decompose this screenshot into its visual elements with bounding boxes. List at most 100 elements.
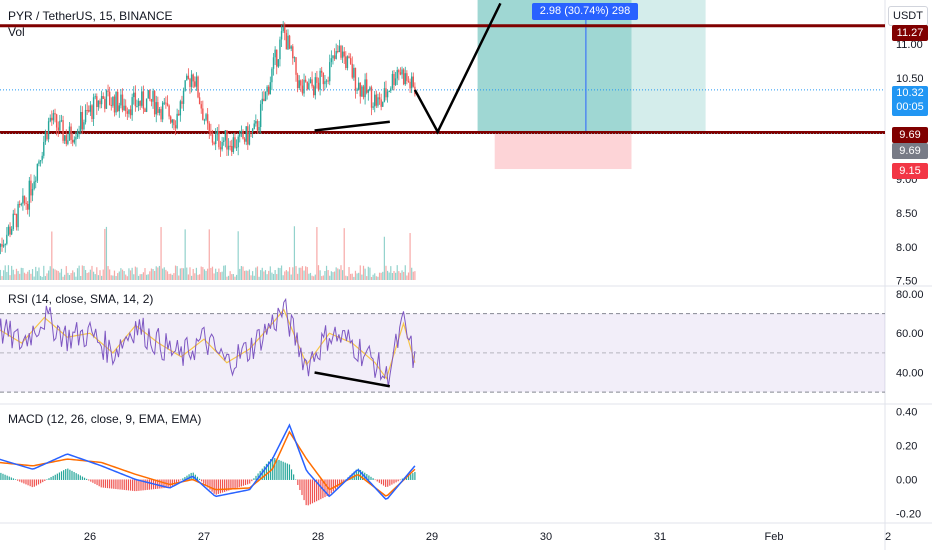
macd-histogram-bar	[127, 479, 130, 491]
macd-histogram-bar	[299, 479, 301, 491]
volume-bar	[12, 269, 14, 280]
candle-body	[304, 79, 307, 82]
candle-body	[145, 98, 148, 112]
volume-bar	[350, 273, 352, 280]
volume-bar	[395, 272, 397, 280]
volume-bar	[14, 274, 16, 280]
macd-histogram-bar	[324, 479, 326, 498]
volume-bar	[258, 276, 260, 280]
candle-body	[60, 120, 63, 122]
candle-body	[374, 94, 376, 107]
macd-histogram-bar	[203, 479, 205, 484]
volume-bar	[150, 268, 153, 280]
volume-bar	[43, 265, 45, 280]
candle-body	[279, 39, 281, 60]
candle-body	[295, 57, 297, 75]
candle-body	[282, 26, 284, 32]
macd-histogram-bar	[410, 474, 412, 480]
volume-bar	[86, 272, 88, 280]
volume-bar	[311, 275, 313, 280]
candle-body	[253, 123, 255, 129]
candle-body	[390, 88, 392, 91]
volume-bar	[115, 276, 117, 280]
volume-bar	[202, 267, 204, 280]
stop-zone	[494, 132, 632, 170]
candle-body	[97, 100, 100, 108]
macd-histogram-bar	[263, 466, 265, 480]
candle-body	[276, 49, 278, 67]
macd-histogram-bar	[96, 479, 98, 486]
volume-bar	[107, 266, 109, 280]
volume-bar	[99, 270, 101, 280]
volume-bar	[80, 275, 82, 280]
volume-bar	[237, 231, 239, 280]
candle-body	[364, 79, 366, 98]
macd-histogram-bar	[399, 479, 401, 481]
macd-histogram-bar	[134, 479, 136, 492]
candle-body	[362, 86, 365, 98]
volume-bar	[224, 265, 226, 280]
volume-bar	[293, 226, 296, 280]
candle-body	[337, 51, 339, 53]
candle-body	[96, 96, 98, 108]
macd-histogram-bar	[414, 471, 416, 480]
candle-body	[176, 113, 178, 129]
volume-bar	[213, 273, 215, 280]
candle-body	[327, 80, 329, 82]
volume-bar	[57, 270, 59, 280]
volume-bar	[36, 271, 38, 280]
volume-bar	[362, 265, 365, 280]
candle-body	[314, 77, 316, 96]
macd-histogram-bar	[81, 476, 84, 480]
macd-histogram-bar	[109, 479, 111, 489]
macd-histogram-bar	[257, 473, 259, 480]
macd-histogram-bar	[397, 479, 399, 482]
candle-body	[402, 69, 405, 85]
candle-body	[359, 82, 361, 97]
volume-bar	[207, 268, 209, 280]
candle-body	[396, 70, 398, 79]
candle-body	[406, 73, 408, 81]
candle-body	[386, 91, 389, 98]
candle-body	[412, 76, 414, 87]
volume-bar	[261, 267, 263, 280]
candle-body	[208, 123, 210, 132]
currency-button[interactable]: USDT	[888, 6, 928, 26]
candle-body	[89, 105, 92, 112]
candle-body	[107, 90, 109, 92]
volume-bar	[120, 268, 122, 280]
candle-body	[35, 180, 37, 182]
volume-bar	[219, 272, 222, 280]
candle-body	[192, 74, 194, 82]
macd-histogram-bar	[98, 479, 100, 487]
macd-histogram-bar	[255, 475, 257, 480]
macd-histogram-bar	[138, 479, 140, 491]
volume-bar	[321, 276, 323, 280]
volume-bar	[162, 268, 164, 280]
volume-bar	[46, 273, 48, 280]
macd-histogram-bar	[293, 474, 295, 480]
volume-bar	[314, 274, 316, 280]
volume-bar	[414, 271, 416, 280]
candle-body	[123, 105, 125, 111]
candle-body	[184, 80, 186, 91]
volume-bar	[102, 269, 104, 280]
candle-body	[251, 128, 254, 133]
macd-histogram-bar	[282, 461, 284, 480]
volume-bar	[248, 269, 251, 280]
candle-body	[80, 112, 82, 131]
candle-body	[110, 104, 112, 106]
volume-bar	[234, 276, 236, 280]
macd-histogram-bar	[213, 479, 215, 494]
volume-bar	[370, 276, 373, 280]
candle-body	[182, 90, 185, 104]
macd-histogram-bar	[301, 479, 303, 496]
macd-histogram-bar	[83, 477, 86, 480]
macd-histogram-bar	[251, 479, 253, 482]
volume-bar	[136, 267, 138, 280]
volume-bar	[343, 228, 345, 280]
time-tick-label: 29	[426, 531, 438, 543]
macd-histogram-bar	[226, 479, 228, 492]
volume-bar	[15, 268, 18, 280]
rsi-divergence-line	[314, 371, 391, 388]
